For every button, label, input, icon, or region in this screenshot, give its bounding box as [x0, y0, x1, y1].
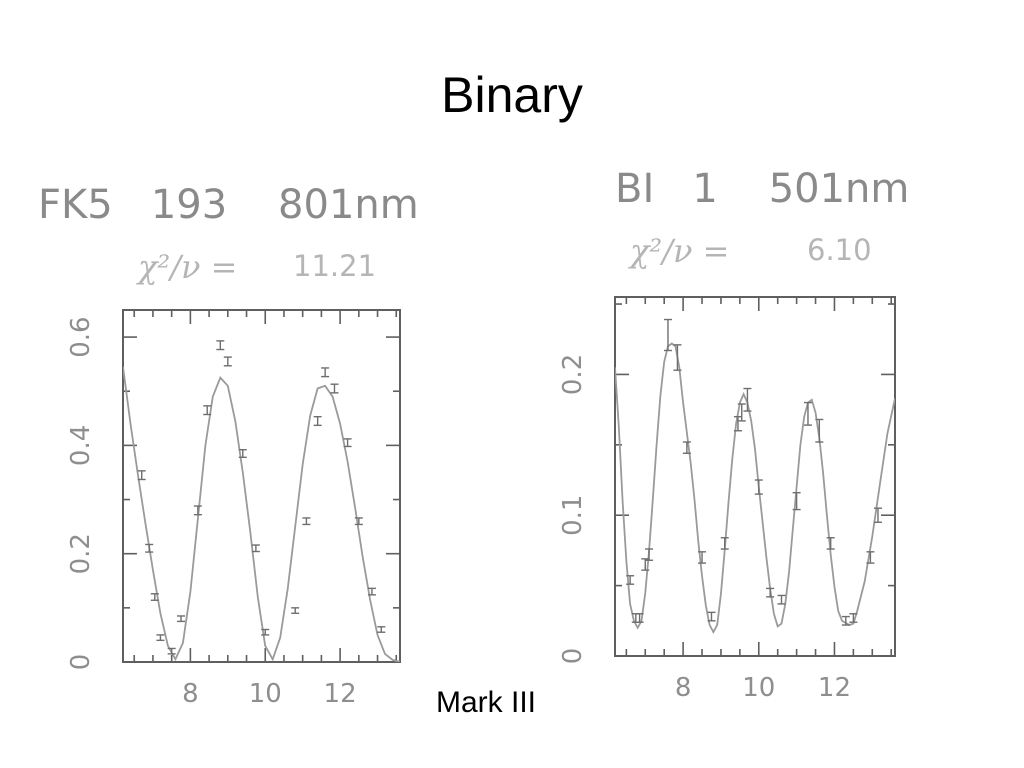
- model-curve: [615, 342, 895, 635]
- data-point: [177, 615, 186, 623]
- data-point: [291, 607, 300, 614]
- data-point: [792, 491, 801, 511]
- data-point: [826, 537, 835, 550]
- data-point: [803, 401, 812, 426]
- y-tick-label: 0: [66, 654, 96, 671]
- data-point: [698, 551, 707, 564]
- data-point: [873, 507, 882, 523]
- data-point: [354, 517, 363, 526]
- y-tick-label: 0.4: [66, 425, 96, 466]
- chi-square-label: χ²/ν =: [628, 232, 729, 270]
- footer-caption: Mark III: [436, 686, 537, 719]
- data-point: [167, 647, 176, 655]
- data-point: [815, 418, 824, 443]
- y-tick-label: 0.1: [558, 495, 588, 536]
- data-point: [193, 505, 202, 516]
- data-point: [766, 587, 775, 598]
- data-point: [203, 405, 212, 416]
- slide-title: Binary: [441, 67, 583, 123]
- chart-title: BI 1 501nm: [615, 166, 909, 212]
- data-point: [145, 543, 154, 553]
- data-point: [367, 587, 376, 596]
- y-tick-label: 0: [558, 648, 588, 665]
- plot-frame: [122, 309, 401, 663]
- x-tick-label: 12: [324, 679, 357, 709]
- x-tick-label: 8: [182, 679, 199, 709]
- data-point: [737, 403, 746, 422]
- x-tick-label: 8: [675, 673, 692, 703]
- chart-panel-fk5-193: FK5 193 801nm χ²/ν = 11.21 8 10 12 0 0.2 0.4 0…: [38, 182, 419, 709]
- data-point: [377, 626, 386, 633]
- data-point: [841, 615, 850, 626]
- y-tick-label: 0.2: [66, 533, 96, 574]
- data-point: [302, 517, 311, 526]
- data-point: [682, 441, 691, 454]
- x-tick-label: 10: [249, 679, 282, 709]
- data-point: [663, 318, 672, 352]
- y-tick-label: 0.2: [558, 354, 588, 395]
- data-point: [754, 479, 763, 495]
- chart-panel-bi-1: BI 1 501nm χ²/ν = 6.10 8 10 12 0 0.1 0.2: [558, 166, 909, 703]
- data-point: [626, 575, 635, 585]
- data-point: [673, 344, 682, 371]
- data-point: [216, 340, 225, 351]
- data-point: [150, 593, 159, 601]
- data-point: [849, 613, 858, 623]
- data-point: [866, 551, 875, 564]
- data-point: [720, 537, 729, 550]
- x-tick-label: 12: [818, 673, 851, 703]
- plot-frame: [614, 296, 896, 657]
- data-point: [156, 634, 165, 642]
- data-point: [313, 415, 322, 427]
- chi-square-value: 6.10: [807, 233, 872, 267]
- chart-title: FK5 193 801nm: [38, 182, 419, 228]
- data-point: [645, 548, 654, 561]
- chi-square-value: 11.21: [293, 249, 376, 283]
- data-point: [251, 544, 260, 553]
- chi-square-label: χ²/ν =: [136, 248, 237, 286]
- data-point: [635, 613, 644, 623]
- data-point: [137, 470, 146, 481]
- data-point: [321, 367, 330, 378]
- data-point: [707, 611, 716, 622]
- data-point: [261, 628, 270, 636]
- data-point: [777, 594, 786, 605]
- data-point: [238, 449, 247, 458]
- y-tick-label: 0.6: [66, 316, 96, 357]
- data-point: [743, 387, 752, 412]
- data-point: [330, 383, 339, 394]
- plot-area: 8 10 12 0 0.2 0.4 0.6: [66, 309, 401, 709]
- data-point: [223, 356, 232, 367]
- plot-area: 8 10 12 0 0.1 0.2: [558, 296, 896, 703]
- x-tick-label: 10: [742, 673, 775, 703]
- model-curve: [123, 366, 400, 662]
- data-point: [343, 438, 352, 448]
- data-point: [733, 415, 742, 432]
